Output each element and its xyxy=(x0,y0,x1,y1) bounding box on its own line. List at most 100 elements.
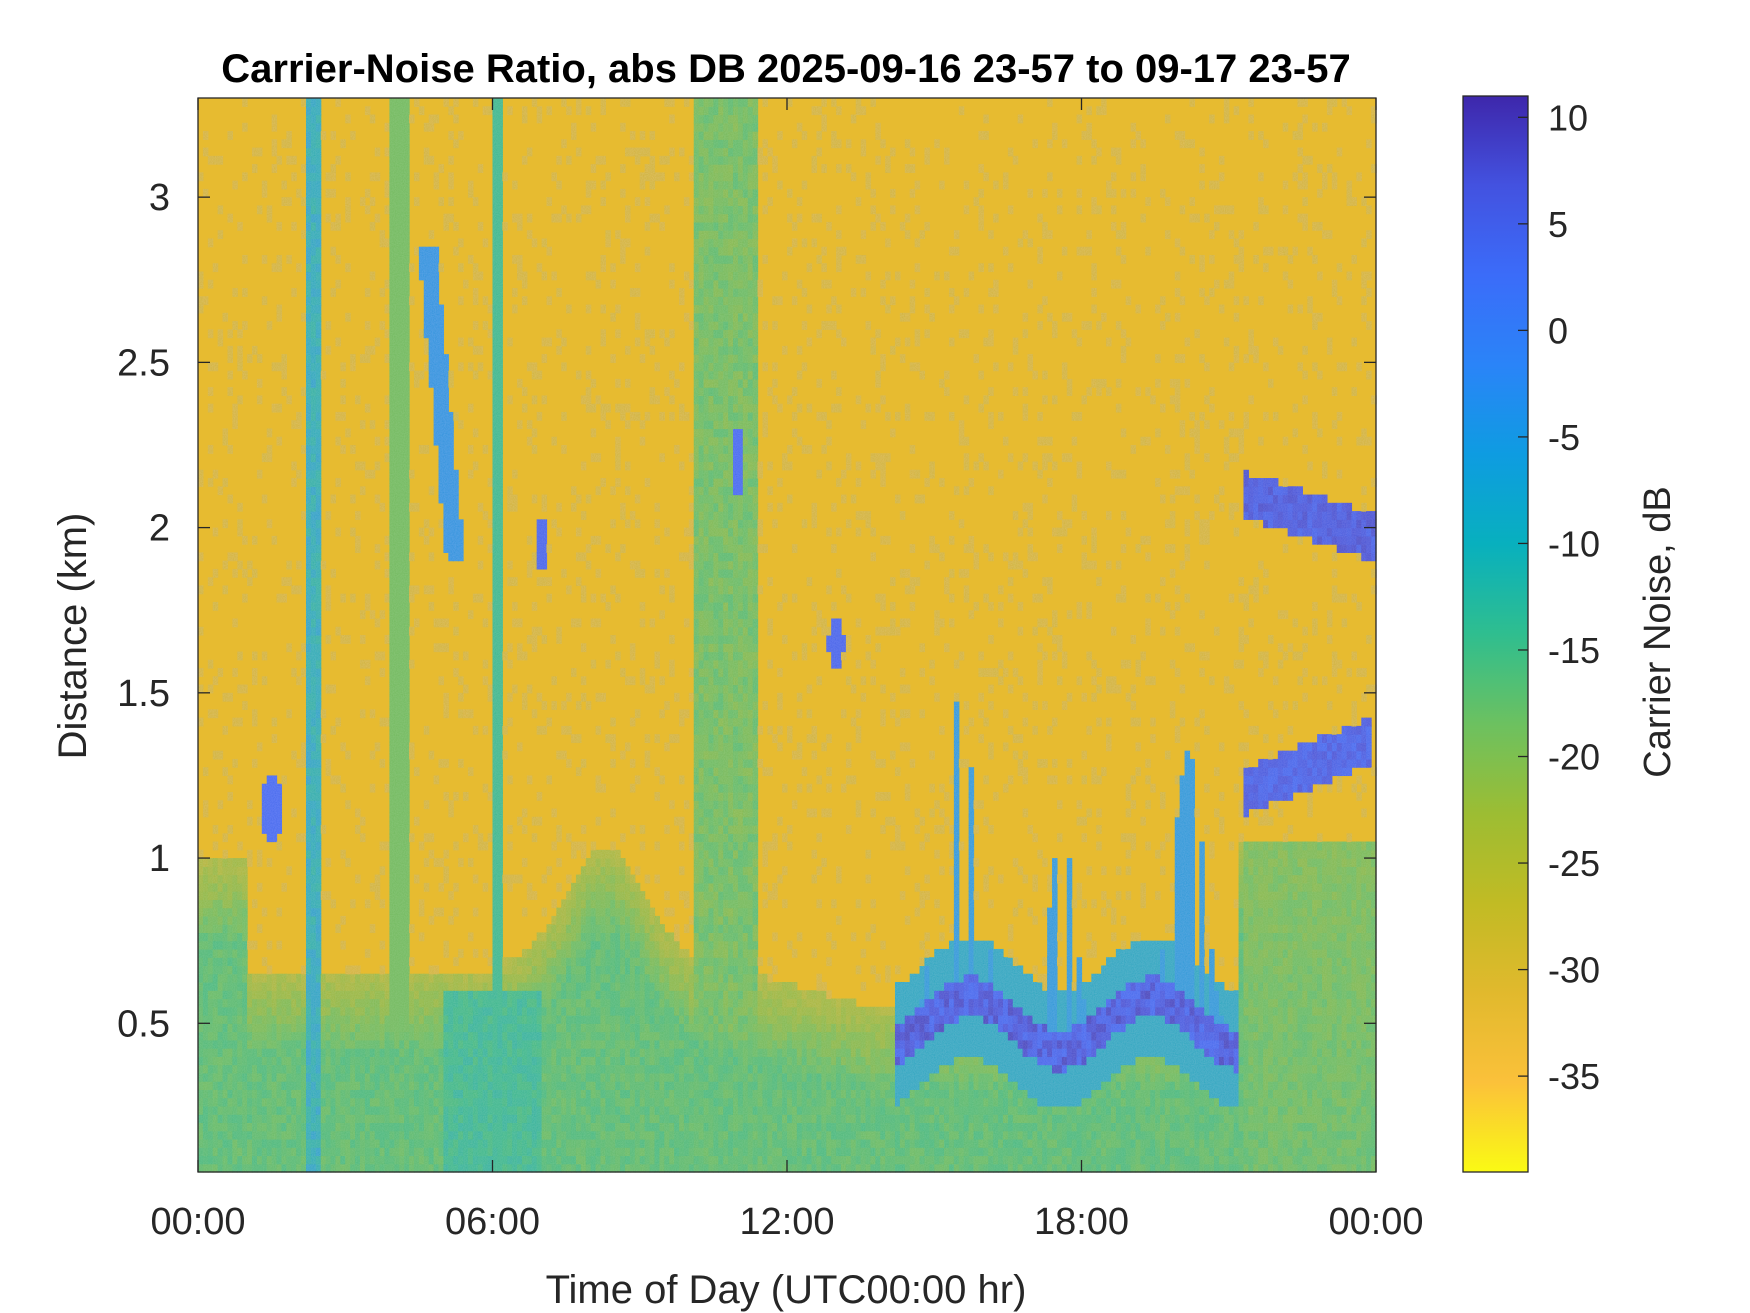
heatmap-cell xyxy=(453,999,459,1008)
heatmap-cell xyxy=(468,445,474,454)
heatmap-cell xyxy=(311,205,317,214)
heatmap-cell xyxy=(596,1089,602,1098)
heatmap-cell xyxy=(497,957,503,966)
heatmap-cell xyxy=(252,1139,258,1148)
heatmap-cell xyxy=(262,1032,268,1041)
heatmap-cell xyxy=(316,610,322,619)
heatmap-cell xyxy=(306,552,312,561)
heatmap-cell xyxy=(537,536,543,545)
heatmap-cell xyxy=(507,561,513,570)
heatmap-cell xyxy=(443,222,449,231)
heatmap-cell xyxy=(645,1056,651,1065)
heatmap-cell xyxy=(458,999,464,1008)
heatmap-cell xyxy=(331,1015,337,1024)
heatmap-cell xyxy=(497,875,503,884)
heatmap-cell xyxy=(654,957,660,966)
heatmap-cell xyxy=(424,255,430,264)
heatmap-cell xyxy=(640,1015,646,1024)
heatmap-cell xyxy=(252,709,258,718)
heatmap-cell xyxy=(512,1164,518,1173)
heatmap-cell xyxy=(237,932,243,941)
heatmap-cell xyxy=(497,495,503,504)
heatmap-cell xyxy=(385,1007,391,1016)
heatmap-cell xyxy=(527,437,533,446)
heatmap-cell xyxy=(213,982,219,991)
heatmap-cell xyxy=(218,800,224,809)
heatmap-cell xyxy=(389,478,395,487)
heatmap-cell xyxy=(443,990,449,999)
heatmap-cell xyxy=(316,941,322,950)
heatmap-cell xyxy=(586,189,592,198)
heatmap-cell xyxy=(512,1089,518,1098)
heatmap-cell xyxy=(488,957,494,966)
heatmap-cell xyxy=(610,924,616,933)
heatmap-cell xyxy=(517,957,523,966)
heatmap-cell xyxy=(213,891,219,900)
heatmap-cell xyxy=(311,329,317,338)
heatmap-cell xyxy=(497,759,503,768)
heatmap-cell xyxy=(610,908,616,917)
heatmap-cell xyxy=(267,1164,273,1173)
heatmap-cell xyxy=(576,148,582,157)
heatmap-cell xyxy=(620,982,626,991)
heatmap-cell xyxy=(385,305,391,314)
heatmap-cell xyxy=(669,1155,675,1164)
heatmap-cell xyxy=(493,643,499,652)
heatmap-cell xyxy=(277,817,283,826)
heatmap-cell xyxy=(257,379,263,388)
heatmap-cell xyxy=(493,949,499,958)
heatmap-cell xyxy=(576,990,582,999)
heatmap-cell xyxy=(281,1155,287,1164)
heatmap-cell xyxy=(232,916,238,925)
heatmap-cell xyxy=(262,999,268,1008)
heatmap-cell xyxy=(635,1023,641,1032)
heatmap-cell xyxy=(345,1015,351,1024)
heatmap-cell xyxy=(493,718,499,727)
heatmap-cell xyxy=(497,734,503,743)
heatmap-cell xyxy=(281,1114,287,1123)
heatmap-cell xyxy=(439,478,445,487)
heatmap-cell xyxy=(640,999,646,1008)
heatmap-cell xyxy=(429,255,435,264)
heatmap-cell xyxy=(198,850,204,859)
heatmap-cell xyxy=(316,1147,322,1156)
heatmap-cell xyxy=(389,883,395,892)
heatmap-cell xyxy=(605,1073,611,1082)
heatmap-cell xyxy=(537,528,543,537)
heatmap-cell xyxy=(439,338,445,347)
heatmap-cell xyxy=(591,1089,597,1098)
heatmap-cell xyxy=(512,965,518,974)
heatmap-cell xyxy=(561,957,567,966)
heatmap-cell xyxy=(311,850,317,859)
heatmap-cell xyxy=(316,858,322,867)
heatmap-cell xyxy=(659,1164,665,1173)
heatmap-cell xyxy=(213,709,219,718)
heatmap-cell xyxy=(281,594,287,603)
heatmap-cell xyxy=(311,941,317,950)
heatmap-cell xyxy=(493,296,499,305)
heatmap-cell xyxy=(566,1122,572,1131)
heatmap-cell xyxy=(453,1098,459,1107)
heatmap-cell xyxy=(561,445,567,454)
heatmap-cell xyxy=(252,999,258,1008)
heatmap-cell xyxy=(321,1164,327,1173)
heatmap-cell xyxy=(375,875,381,884)
heatmap-cell xyxy=(404,1048,410,1057)
heatmap-cell xyxy=(512,957,518,966)
heatmap-cell xyxy=(571,1065,577,1074)
heatmap-cell xyxy=(380,974,386,983)
heatmap-cell xyxy=(576,949,582,958)
heatmap-cell xyxy=(522,1155,528,1164)
heatmap-cell xyxy=(596,875,602,884)
heatmap-cell xyxy=(429,1065,435,1074)
heatmap-cell xyxy=(218,1164,224,1173)
heatmap-cell xyxy=(380,238,386,247)
heatmap-cell xyxy=(237,329,243,338)
heatmap-cell xyxy=(650,164,656,173)
heatmap-cell xyxy=(335,1164,341,1173)
heatmap-cell xyxy=(527,775,533,784)
heatmap-cell xyxy=(267,1056,273,1065)
heatmap-cell xyxy=(272,825,278,834)
heatmap-cell xyxy=(635,569,641,578)
heatmap-cell xyxy=(394,486,400,495)
